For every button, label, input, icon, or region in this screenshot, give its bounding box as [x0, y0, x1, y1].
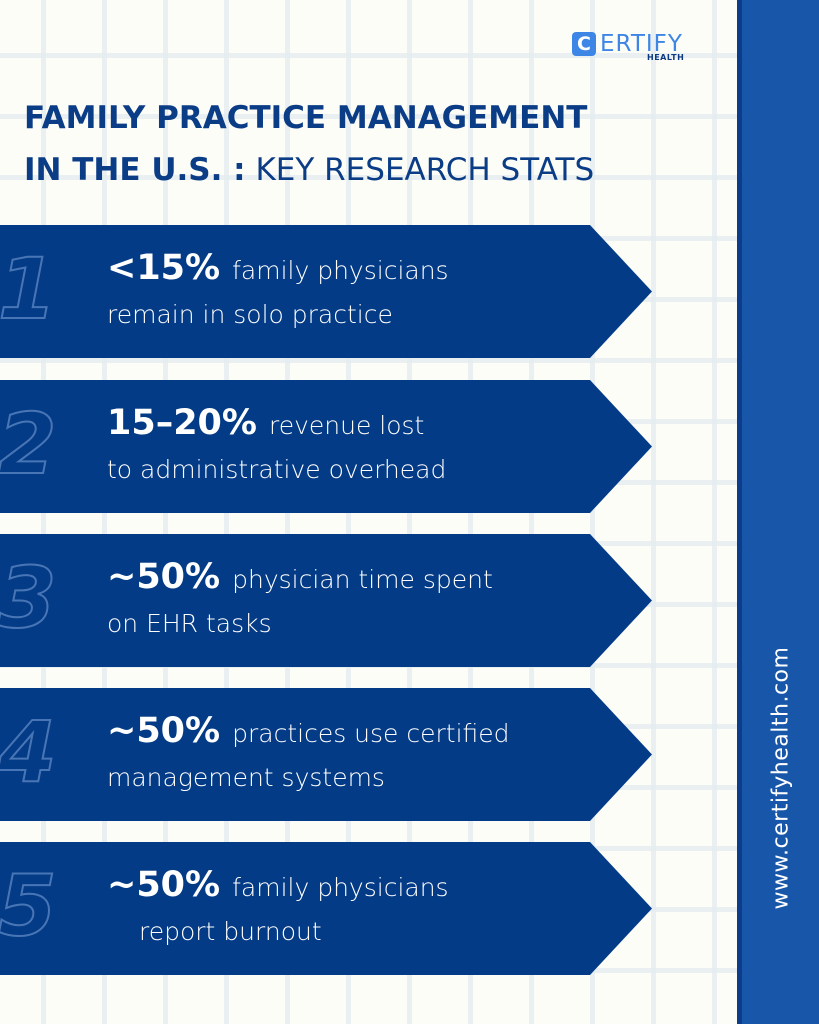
stat-desc-line2: management systems	[107, 763, 385, 792]
stat-desc-line1: family physicians	[232, 256, 449, 285]
stat-text-5: ~50% family physicians report burnout	[107, 860, 449, 954]
sidebar: www.certifyhealth.com	[737, 0, 819, 1024]
stat-text-1: <15% family physicians remain in solo pra…	[107, 243, 449, 337]
number-3-icon: 3	[0, 548, 57, 648]
stat-arrow-3: 3 ~50% physician time spent on EHR tasks	[0, 534, 652, 667]
website-link[interactable]: www.certifyhealth.com	[768, 646, 793, 910]
stat-text-3: ~50% physician time spent on EHR tasks	[107, 552, 493, 646]
title-line-2-bold: IN THE U.S. :	[24, 152, 246, 188]
stat-value: <15%	[107, 248, 221, 288]
stat-arrow-5: 5 ~50% family physicians report burnout	[0, 842, 652, 975]
logo-wordmark: ERTIFY	[600, 31, 683, 57]
stat-desc-line1: revenue lost	[268, 411, 425, 440]
number-4-icon: 4	[0, 702, 57, 802]
stat-value: ~50%	[107, 865, 221, 905]
stat-desc-line2: remain in solo practice	[107, 300, 393, 329]
stat-desc-line1: physician time spent	[232, 565, 493, 594]
logo-c-icon: C	[572, 32, 596, 56]
stat-value: 15–20%	[107, 403, 257, 443]
title-line-1-text: FAMILY PRACTICE MANAGEMENT	[24, 100, 588, 136]
stat-value: ~50%	[107, 711, 221, 751]
stat-arrow-1: 1 <15% family physicians remain in solo p…	[0, 225, 652, 358]
title-line-1: FAMILY PRACTICE MANAGEMENT	[24, 92, 594, 144]
number-2-icon: 2	[0, 394, 57, 494]
certify-health-logo: C ERTIFY HEALTH	[572, 31, 712, 63]
stat-text-4: ~50% practices use certified management s…	[107, 706, 510, 800]
number-5-icon: 5	[0, 856, 57, 956]
title-line-2-light: KEY RESEARCH STATS	[255, 152, 595, 188]
stat-arrow-4: 4 ~50% practices use certified management…	[0, 688, 652, 821]
stat-desc-line1: family physicians	[232, 873, 449, 902]
stat-text-2: 15–20% revenue lost to administrative ove…	[107, 398, 446, 492]
stat-value: ~50%	[107, 557, 221, 597]
logo-subtitle: HEALTH	[647, 53, 685, 62]
title-line-2: IN THE U.S. : KEY RESEARCH STATS	[24, 144, 594, 196]
stat-desc-line2: on EHR tasks	[107, 609, 272, 638]
stat-desc-line2: report burnout	[139, 917, 322, 946]
stat-desc-line1: practices use certified	[232, 719, 510, 748]
page-title: FAMILY PRACTICE MANAGEMENT IN THE U.S. :…	[24, 92, 594, 196]
stat-desc-line2: to administrative overhead	[107, 455, 447, 484]
number-1-icon: 1	[0, 239, 57, 339]
stat-arrow-2: 2 15–20% revenue lost to administrative o…	[0, 380, 652, 513]
